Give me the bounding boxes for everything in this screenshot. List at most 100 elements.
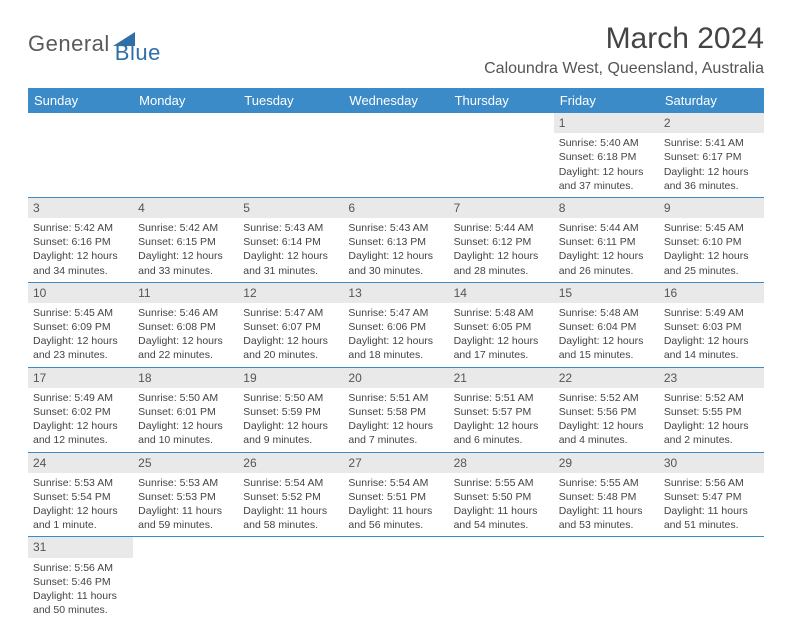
daylight-text-1: Daylight: 12 hours xyxy=(243,249,338,263)
sunrise-text: Sunrise: 5:52 AM xyxy=(559,391,654,405)
day-number: 27 xyxy=(343,453,448,473)
sunrise-text: Sunrise: 5:40 AM xyxy=(559,136,654,150)
calendar-day: 26Sunrise: 5:54 AMSunset: 5:52 PMDayligh… xyxy=(238,453,343,538)
day-header-sunday: Sunday xyxy=(28,88,133,113)
sunset-text: Sunset: 6:13 PM xyxy=(348,235,443,249)
daylight-text-2: and 9 minutes. xyxy=(243,433,338,447)
calendar-day-empty xyxy=(554,537,659,621)
day-details: Sunrise: 5:47 AMSunset: 6:06 PMDaylight:… xyxy=(343,303,448,367)
daylight-text-1: Daylight: 12 hours xyxy=(33,419,128,433)
sunset-text: Sunset: 6:07 PM xyxy=(243,320,338,334)
day-number: 3 xyxy=(28,198,133,218)
sunset-text: Sunset: 5:59 PM xyxy=(243,405,338,419)
sunset-text: Sunset: 5:46 PM xyxy=(33,575,128,589)
daylight-text-1: Daylight: 12 hours xyxy=(664,165,759,179)
day-details: Sunrise: 5:49 AMSunset: 6:03 PMDaylight:… xyxy=(659,303,764,367)
location-subtitle: Caloundra West, Queensland, Australia xyxy=(484,60,764,78)
sunset-text: Sunset: 5:51 PM xyxy=(348,490,443,504)
day-details: Sunrise: 5:43 AMSunset: 6:14 PMDaylight:… xyxy=(238,218,343,282)
sunset-text: Sunset: 6:04 PM xyxy=(559,320,654,334)
calendar-day: 10Sunrise: 5:45 AMSunset: 6:09 PMDayligh… xyxy=(28,283,133,368)
day-number: 13 xyxy=(343,283,448,303)
sunset-text: Sunset: 6:10 PM xyxy=(664,235,759,249)
day-details: Sunrise: 5:43 AMSunset: 6:13 PMDaylight:… xyxy=(343,218,448,282)
calendar-day: 12Sunrise: 5:47 AMSunset: 6:07 PMDayligh… xyxy=(238,283,343,368)
daylight-text-2: and 25 minutes. xyxy=(664,264,759,278)
calendar-day: 14Sunrise: 5:48 AMSunset: 6:05 PMDayligh… xyxy=(449,283,554,368)
day-number: 31 xyxy=(28,537,133,557)
daylight-text-1: Daylight: 12 hours xyxy=(559,165,654,179)
day-number: 14 xyxy=(449,283,554,303)
calendar-day: 9Sunrise: 5:45 AMSunset: 6:10 PMDaylight… xyxy=(659,198,764,283)
calendar-day-empty xyxy=(449,113,554,198)
sunrise-text: Sunrise: 5:52 AM xyxy=(664,391,759,405)
calendar-week: 17Sunrise: 5:49 AMSunset: 6:02 PMDayligh… xyxy=(28,368,764,453)
sunrise-text: Sunrise: 5:44 AM xyxy=(454,221,549,235)
calendar-day: 8Sunrise: 5:44 AMSunset: 6:11 PMDaylight… xyxy=(554,198,659,283)
sunset-text: Sunset: 6:02 PM xyxy=(33,405,128,419)
sunrise-text: Sunrise: 5:41 AM xyxy=(664,136,759,150)
daylight-text-1: Daylight: 12 hours xyxy=(454,334,549,348)
day-details: Sunrise: 5:54 AMSunset: 5:52 PMDaylight:… xyxy=(238,473,343,537)
sunrise-text: Sunrise: 5:47 AM xyxy=(243,306,338,320)
sunset-text: Sunset: 5:48 PM xyxy=(559,490,654,504)
calendar-day: 20Sunrise: 5:51 AMSunset: 5:58 PMDayligh… xyxy=(343,368,448,453)
day-details: Sunrise: 5:41 AMSunset: 6:17 PMDaylight:… xyxy=(659,133,764,197)
day-details: Sunrise: 5:52 AMSunset: 5:55 PMDaylight:… xyxy=(659,388,764,452)
daylight-text-1: Daylight: 12 hours xyxy=(33,504,128,518)
sunrise-text: Sunrise: 5:48 AM xyxy=(559,306,654,320)
daylight-text-1: Daylight: 12 hours xyxy=(664,334,759,348)
calendar-page: General Blue March 2024 Caloundra West, … xyxy=(0,0,792,643)
daylight-text-2: and 59 minutes. xyxy=(138,518,233,532)
day-details: Sunrise: 5:47 AMSunset: 6:07 PMDaylight:… xyxy=(238,303,343,367)
sunset-text: Sunset: 5:54 PM xyxy=(33,490,128,504)
calendar-day: 19Sunrise: 5:50 AMSunset: 5:59 PMDayligh… xyxy=(238,368,343,453)
sunrise-text: Sunrise: 5:53 AM xyxy=(138,476,233,490)
daylight-text-1: Daylight: 11 hours xyxy=(33,589,128,603)
day-details: Sunrise: 5:48 AMSunset: 6:05 PMDaylight:… xyxy=(449,303,554,367)
daylight-text-2: and 18 minutes. xyxy=(348,348,443,362)
sunrise-text: Sunrise: 5:45 AM xyxy=(664,221,759,235)
title-block: March 2024 Caloundra West, Queensland, A… xyxy=(484,22,764,78)
calendar-day: 2Sunrise: 5:41 AMSunset: 6:17 PMDaylight… xyxy=(659,113,764,198)
daylight-text-2: and 50 minutes. xyxy=(33,603,128,617)
daylight-text-2: and 34 minutes. xyxy=(33,264,128,278)
sunset-text: Sunset: 6:16 PM xyxy=(33,235,128,249)
sunset-text: Sunset: 6:03 PM xyxy=(664,320,759,334)
day-number: 22 xyxy=(554,368,659,388)
daylight-text-1: Daylight: 12 hours xyxy=(454,249,549,263)
day-number: 2 xyxy=(659,113,764,133)
sunset-text: Sunset: 6:05 PM xyxy=(454,320,549,334)
daylight-text-2: and 36 minutes. xyxy=(664,179,759,193)
calendar-week: 31 Sunrise: 5:56 AMSunset: 5:46 PMDayligh… xyxy=(28,537,764,621)
calendar-body: 1Sunrise: 5:40 AMSunset: 6:18 PMDaylight… xyxy=(28,113,764,621)
day-header-saturday: Saturday xyxy=(659,88,764,113)
sunrise-text: Sunrise: 5:49 AM xyxy=(33,391,128,405)
calendar-day-empty xyxy=(343,537,448,621)
sunrise-text: Sunrise: 5:55 AM xyxy=(559,476,654,490)
day-details: Sunrise: 5:55 AMSunset: 5:50 PMDaylight:… xyxy=(449,473,554,537)
calendar-week: 24Sunrise: 5:53 AMSunset: 5:54 PMDayligh… xyxy=(28,453,764,538)
daylight-text-1: Daylight: 12 hours xyxy=(243,334,338,348)
daylight-text-2: and 30 minutes. xyxy=(348,264,443,278)
daylight-text-1: Daylight: 12 hours xyxy=(138,334,233,348)
daylight-text-2: and 12 minutes. xyxy=(33,433,128,447)
daylight-text-2: and 17 minutes. xyxy=(454,348,549,362)
day-number: 23 xyxy=(659,368,764,388)
calendar-day-empty xyxy=(659,537,764,621)
sunset-text: Sunset: 6:11 PM xyxy=(559,235,654,249)
daylight-text-2: and 26 minutes. xyxy=(559,264,654,278)
day-number: 10 xyxy=(28,283,133,303)
calendar-day: 18Sunrise: 5:50 AMSunset: 6:01 PMDayligh… xyxy=(133,368,238,453)
sunset-text: Sunset: 6:12 PM xyxy=(454,235,549,249)
day-details: Sunrise: 5:45 AMSunset: 6:10 PMDaylight:… xyxy=(659,218,764,282)
sunrise-text: Sunrise: 5:43 AM xyxy=(348,221,443,235)
daylight-text-1: Daylight: 12 hours xyxy=(243,419,338,433)
day-number: 16 xyxy=(659,283,764,303)
day-number: 20 xyxy=(343,368,448,388)
sunset-text: Sunset: 6:14 PM xyxy=(243,235,338,249)
sunrise-text: Sunrise: 5:56 AM xyxy=(33,561,128,575)
calendar-day: 28Sunrise: 5:55 AMSunset: 5:50 PMDayligh… xyxy=(449,453,554,538)
logo: General Blue xyxy=(28,22,161,66)
daylight-text-1: Daylight: 12 hours xyxy=(664,249,759,263)
